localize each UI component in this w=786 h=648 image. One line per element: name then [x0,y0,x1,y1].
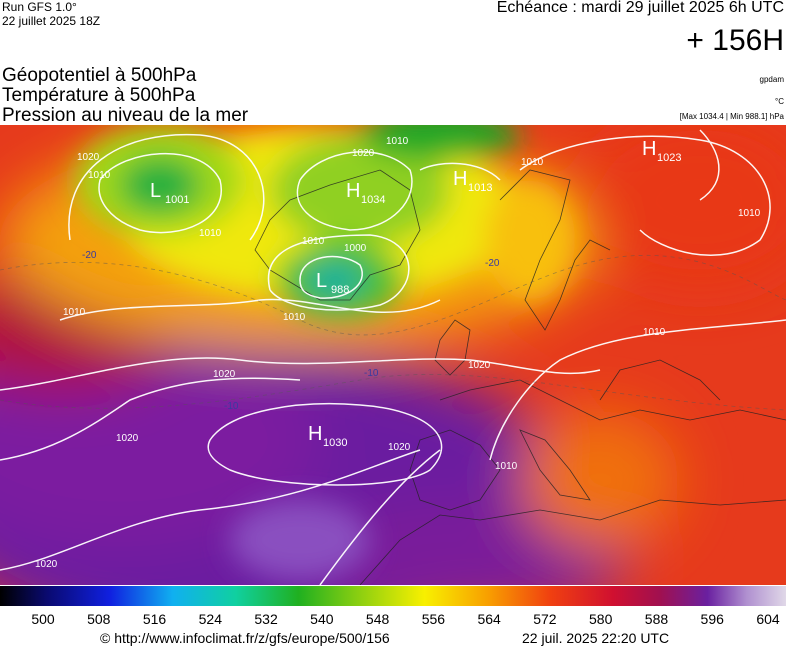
footer-url: © http://www.infoclimat.fr/z/gfs/europe/… [100,630,390,646]
temperature-label: -10 [224,401,239,412]
scale-label: 564 [477,611,501,627]
center-value: 988 [331,284,349,296]
pressure-range: [Max 1034.4 | Min 988.1] hPa [680,112,785,121]
isobar-label: 1010 [283,312,306,323]
run-label: Run GFS 1.0° [2,0,77,14]
scale-label: 572 [533,611,557,627]
scale-label: 596 [701,611,725,627]
center-kind: H [346,180,360,202]
isobar-label: 1000 [344,243,367,254]
run-date: 22 juillet 2025 18Z [2,14,100,28]
isobar-label: 1020 [468,360,491,371]
map-field [0,125,786,585]
footer-timestamp: 22 juil. 2025 22:20 UTC [522,630,669,646]
scale-label: 556 [422,611,446,627]
unit-temperature: °C [775,97,784,106]
color-scale [0,586,786,606]
scale-label: 532 [254,611,278,627]
center-value: 1001 [165,194,189,206]
scale-labels: 500 508 516 524 532 540 548 556 564 572 580 588 596 6… [31,611,780,627]
temperature-label: -20 [485,258,500,269]
scale-label: 540 [310,611,334,627]
center-kind: H [308,423,322,445]
isobar-labels: 1020 1010 1020 1010 1010 1010 1010 1010 1010 1000… [35,136,761,570]
scale-label: 508 [87,611,111,627]
isobar-label: 1010 [302,236,325,247]
lead-time: + 156H [686,24,784,57]
unit-geopotential: gpdam [760,75,785,84]
isobar-label: 1020 [77,152,100,163]
temperature-label: -20 [82,250,97,261]
temperature-label: -10 [364,368,379,379]
legend-line: Pression au niveau de la mer [2,105,249,126]
scale-label: 500 [31,611,55,627]
isobar-label: 1010 [738,208,761,219]
legend-line: Géopotentiel à 500hPa [2,65,197,86]
center-value: 1034 [361,194,385,206]
isobar-label: 1010 [88,170,111,181]
isobar-label: 1020 [213,369,236,380]
center-kind: L [316,270,327,292]
center-value: 1013 [468,182,492,194]
echeance: Echéance : mardi 29 juillet 2025 6h UTC [497,0,784,16]
isobar-label: 1010 [386,136,409,147]
scale-label: 588 [645,611,669,627]
temperature-labels: -20 -20 -10 -10 [82,250,500,412]
scale-label: 580 [589,611,613,627]
center-kind: H [642,138,656,160]
isobar-label: 1020 [352,148,375,159]
isobar-label: 1020 [116,433,139,444]
center-kind: L [150,180,161,202]
isobar-label: 1010 [199,228,222,239]
isobar-label: 1010 [521,157,544,168]
scale-label: 604 [756,611,780,627]
scale-label: 516 [143,611,167,627]
scale-label: 548 [366,611,390,627]
center-kind: H [453,168,467,190]
center-value: 1023 [657,152,681,164]
isobar-label: 1020 [388,442,411,453]
isobar-label: 1020 [35,559,58,570]
center-value: 1030 [323,437,347,449]
legend-line: Température à 500hPa [2,85,196,106]
scale-label: 524 [199,611,223,627]
isobar-label: 1010 [63,307,86,318]
isobar-label: 1010 [495,461,518,472]
isobar-label: 1010 [643,327,666,338]
